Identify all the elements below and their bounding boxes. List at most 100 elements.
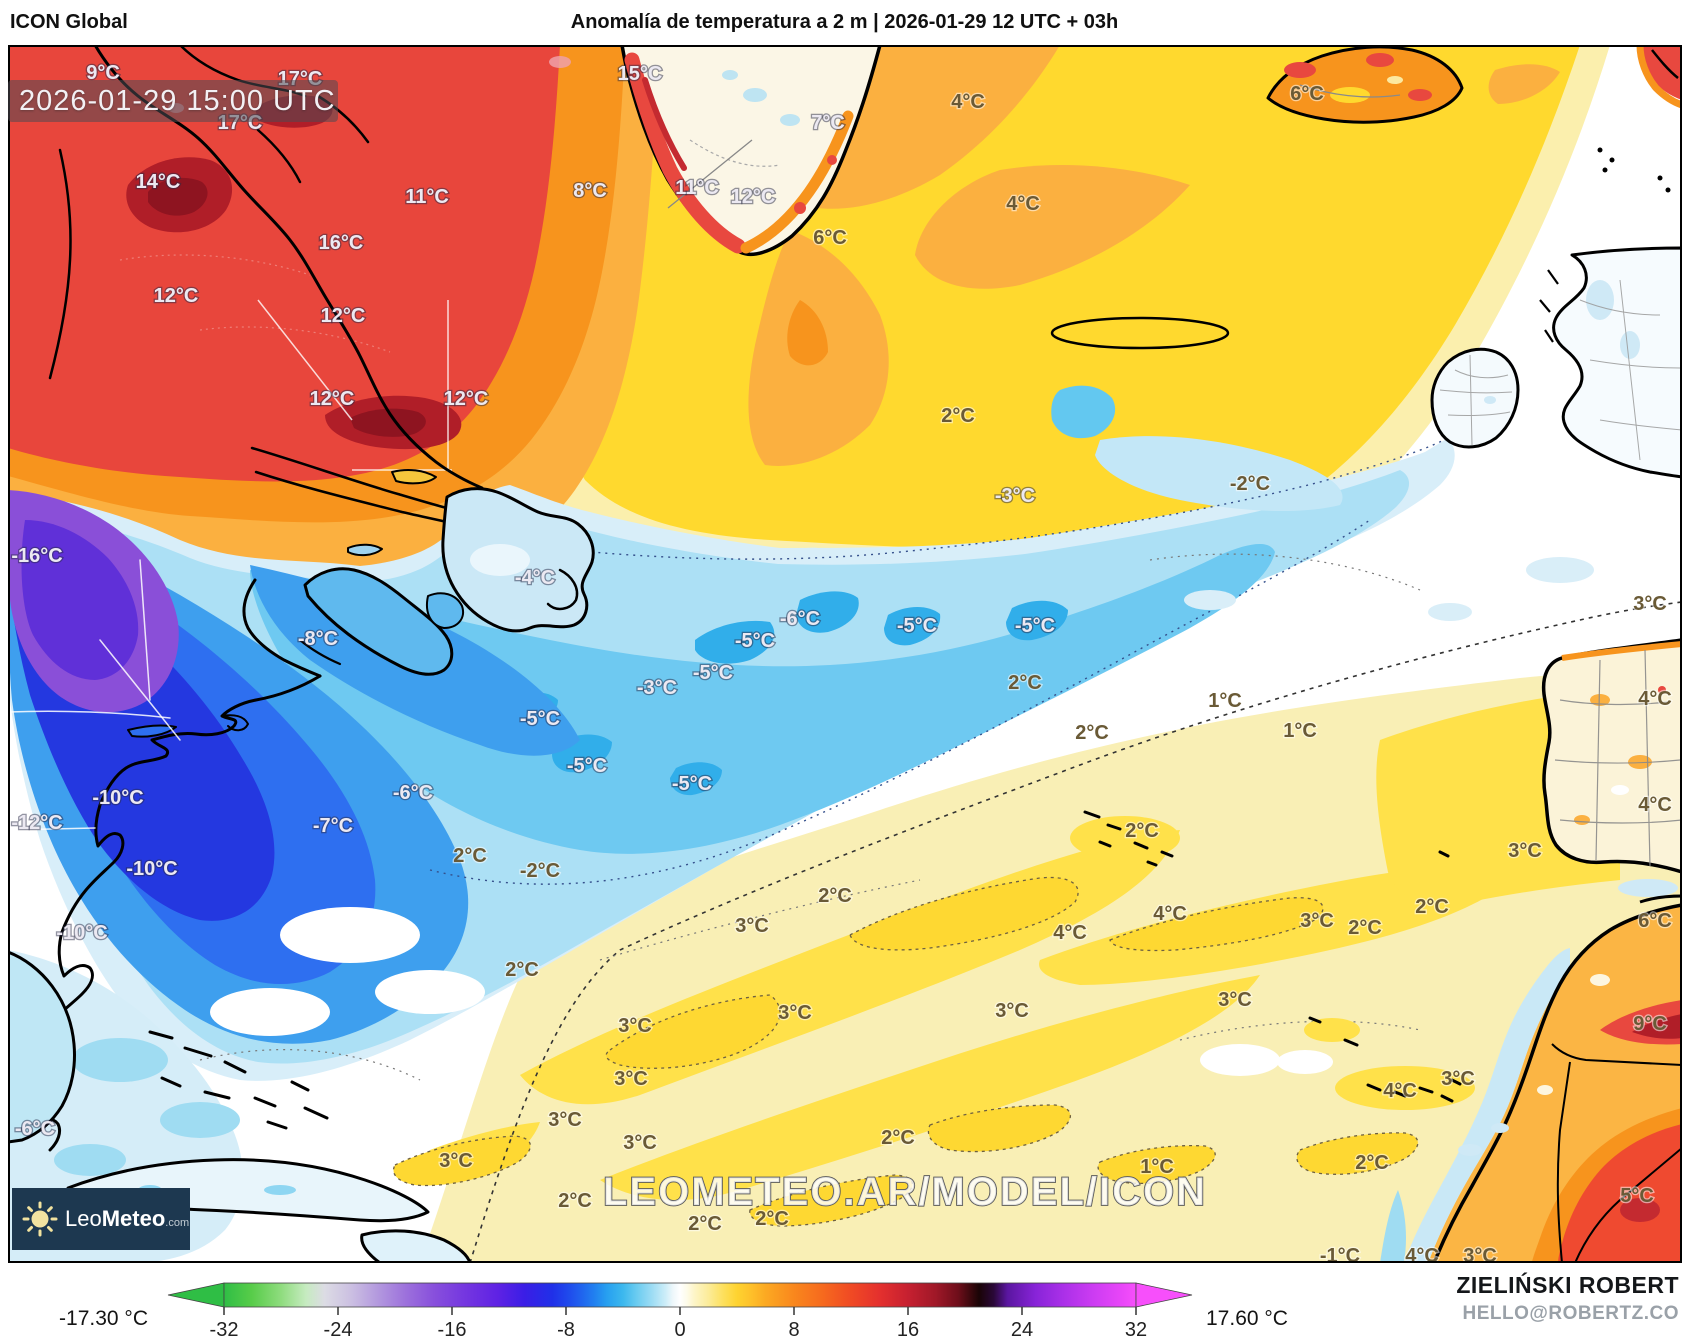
author-name: ZIELIŃSKI ROBERT <box>1456 1272 1679 1298</box>
temp-label: 2°C <box>1075 722 1109 744</box>
temp-label: 3°C <box>1508 840 1542 862</box>
northeast-corner-warm <box>1597 45 1682 193</box>
colorbar-max-value: 17.60 °C <box>1206 1307 1288 1330</box>
temp-label: -5°C <box>567 755 607 777</box>
temp-label: 3°C <box>614 1068 648 1090</box>
temp-label: 4°C <box>1053 922 1087 944</box>
temp-label: 2°C <box>1415 896 1449 918</box>
temp-label: 16°C <box>319 232 364 254</box>
temp-label: -1°C <box>1320 1245 1360 1263</box>
temp-label: 2°C <box>818 885 852 907</box>
header-bar: ICON Global Anomalía de temperatura a 2 … <box>0 0 1689 45</box>
africa-landmass <box>1380 894 1682 1263</box>
temp-label: 1°C <box>1140 1156 1174 1178</box>
temp-label: 7°C <box>811 112 845 134</box>
temp-label: 12°C <box>310 388 355 410</box>
temp-label: -10°C <box>56 922 107 944</box>
temp-label: 3°C <box>778 1002 812 1024</box>
temp-label: 1°C <box>1208 690 1242 712</box>
iberia-landmass <box>1541 638 1682 897</box>
colorbar-tick-label: 16 <box>897 1319 919 1339</box>
temp-label: 3°C <box>439 1150 473 1172</box>
colorbar-min-value: -17.30 °C <box>59 1307 148 1330</box>
temp-label: -5°C <box>520 708 560 730</box>
sun-icon <box>22 1201 58 1237</box>
timestamp-text: 2026-01-29 15:00 UTC <box>19 85 336 117</box>
temp-label: 1°C <box>1283 720 1317 742</box>
temp-label: 12°C <box>731 186 776 208</box>
temp-label: 2°C <box>881 1127 915 1149</box>
colorbar-tick-label: -24 <box>324 1319 353 1339</box>
temp-label: 3°C <box>1441 1068 1475 1090</box>
temp-label: -3°C <box>995 485 1035 507</box>
temp-label: -4°C <box>515 567 555 589</box>
temp-label: 6°C <box>1638 910 1672 932</box>
colorbar-gradient <box>223 1282 1137 1308</box>
temp-label: -12°C <box>11 812 62 834</box>
temp-label: 3°C <box>995 1000 1029 1022</box>
temp-label: 11°C <box>675 177 719 199</box>
leometeo-logo: LeoMeteo.com <box>12 1188 190 1250</box>
colorbar-ticks: -32 -24 -16 -8 0 8 16 24 32 <box>210 1307 1147 1339</box>
temp-label: -3°C <box>637 677 677 699</box>
temp-label: 9°C <box>1633 1013 1667 1035</box>
temp-label: -5°C <box>1015 615 1055 637</box>
temp-label: 4°C <box>1153 903 1187 925</box>
temp-label: -16°C <box>11 545 62 567</box>
timestamp-overlay: 2026-01-29 15:00 UTC <box>8 80 338 122</box>
temp-label: 3°C <box>1463 1245 1497 1263</box>
temp-label: -2°C <box>1230 473 1270 495</box>
colorbar-tick-label: -32 <box>210 1319 239 1339</box>
temp-label: 2°C <box>688 1213 722 1235</box>
temp-label: 3°C <box>1300 910 1334 932</box>
temp-label: 3°C <box>1218 989 1252 1011</box>
temp-label: 4°C <box>1638 688 1672 710</box>
iceland-landmass <box>1266 45 1464 124</box>
watermark: LEOMETEO.AR/MODEL/ICON <box>603 1170 1207 1214</box>
temp-label: 2°C <box>1125 820 1159 842</box>
temp-label: -6°C <box>15 1118 55 1140</box>
temp-label: 4°C <box>951 91 985 113</box>
temp-label: 3°C <box>618 1015 652 1037</box>
temp-label: 8°C <box>573 180 607 202</box>
temp-label: 2°C <box>1008 672 1042 694</box>
page-title: Anomalía de temperatura a 2 m | 2026-01-… <box>570 11 1119 33</box>
british-isles <box>1430 246 1682 479</box>
temp-label: 6°C <box>813 227 847 249</box>
model-name: ICON Global <box>10 11 128 33</box>
colorbar-tick-label: 24 <box>1011 1319 1033 1339</box>
temp-label: 2°C <box>1348 917 1382 939</box>
author-email: HELLO@ROBERTZ.CO <box>1462 1303 1679 1324</box>
temp-label: 4°C <box>1405 1245 1439 1263</box>
temp-label: 11°C <box>405 186 449 208</box>
temp-label: 12°C <box>321 305 366 327</box>
warm-zone-northwest <box>8 45 660 600</box>
atlantic-islands <box>1070 810 1475 1110</box>
map-border <box>8 45 1682 1263</box>
temp-label: 2°C <box>1355 1152 1389 1174</box>
colorbar-tick-label: 32 <box>1125 1319 1147 1339</box>
colorbar-tick-label: -8 <box>557 1319 575 1339</box>
temp-label: -5°C <box>693 662 733 684</box>
temp-label: -5°C <box>735 630 775 652</box>
temp-label: 3°C <box>735 915 769 937</box>
colorbar-left-arrow <box>167 1282 225 1308</box>
temp-label: -6°C <box>393 782 433 804</box>
temp-label: 2°C <box>505 959 539 981</box>
temp-label: 2°C <box>755 1208 789 1230</box>
colorbar-tick-label: 8 <box>788 1319 799 1339</box>
temp-label: -10°C <box>92 787 143 809</box>
temp-label: -5°C <box>672 773 712 795</box>
temp-label: 6°C <box>1290 83 1324 105</box>
map-canvas: 9°C 17°C17°C14°C11°C 8°C16°C12°C12°C12°C 12… <box>8 45 1682 1263</box>
temp-label: 4°C <box>1006 193 1040 215</box>
temp-label: -7°C <box>313 815 353 837</box>
temp-label: 15°C <box>618 63 663 85</box>
temp-label: 4°C <box>1383 1080 1417 1102</box>
temp-label: 4°C <box>1638 794 1672 816</box>
temp-label: -10°C <box>126 858 177 880</box>
colorbar-right-arrow <box>1135 1282 1193 1308</box>
credit-block: ZIELIŃSKI ROBERT HELLO@ROBERTZ.CO <box>1456 1272 1679 1325</box>
temp-label: 14°C <box>136 171 181 193</box>
